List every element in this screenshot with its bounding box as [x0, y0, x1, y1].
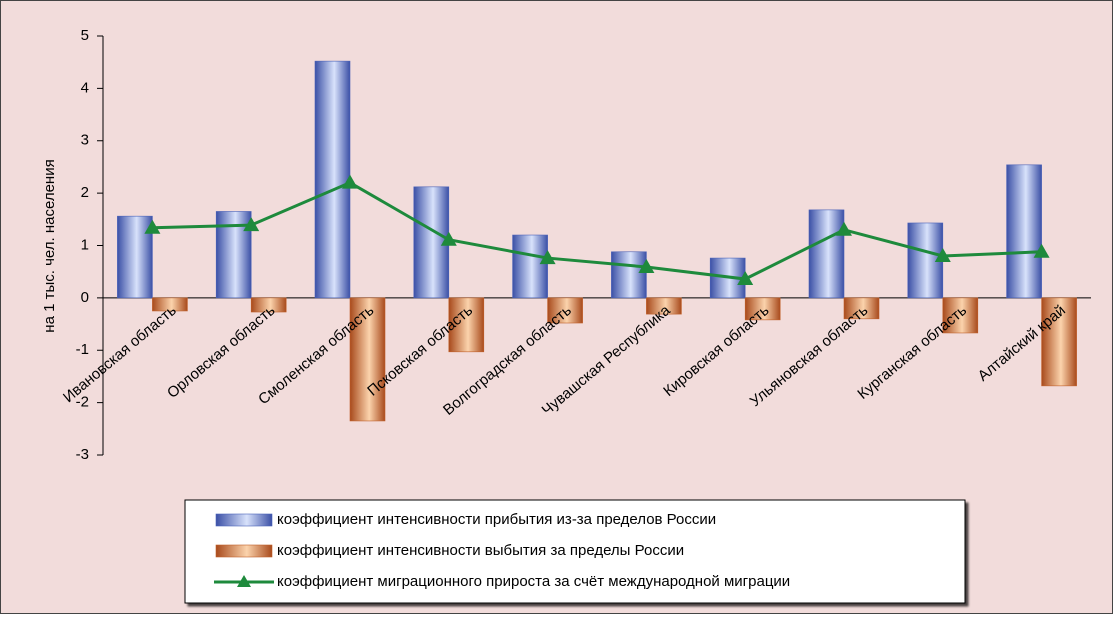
legend-swatch: [215, 513, 273, 527]
y-tick-label: 5: [81, 27, 89, 44]
marker: [440, 231, 457, 246]
bar: [942, 297, 979, 334]
legend-label: коэффициент интенсивности выбытия за пре…: [277, 542, 684, 559]
bar: [611, 251, 647, 299]
marker: [638, 258, 655, 273]
legend-label: коэффициент интенсивности прибытия из-за…: [277, 511, 716, 528]
y-tick-label: 3: [81, 132, 89, 149]
legend-marker: [237, 575, 251, 587]
bar: [744, 297, 781, 321]
bar: [349, 297, 386, 422]
marker: [934, 247, 951, 262]
y-tick-label: -1: [76, 341, 89, 358]
marker: [737, 271, 754, 286]
bar: [646, 297, 682, 315]
bar: [808, 209, 845, 299]
y-tick-label: -2: [76, 394, 89, 411]
bar: [547, 297, 583, 324]
y-tick-label: -3: [76, 446, 89, 463]
legend-box: [184, 499, 966, 604]
bar: [117, 215, 153, 299]
bar: [1041, 297, 1077, 387]
y-tick-label: 1: [81, 236, 89, 253]
bar: [1006, 164, 1042, 299]
y-tick-label: 2: [81, 184, 89, 201]
marker: [539, 250, 556, 265]
y-tick-label: 0: [81, 289, 89, 306]
bar: [512, 234, 548, 299]
bar: [250, 297, 287, 313]
marker: [836, 221, 852, 236]
marker: [243, 217, 260, 232]
marker: [342, 174, 358, 189]
line: [152, 180, 1042, 281]
marker: [1033, 243, 1050, 258]
marker: [144, 219, 161, 234]
bar: [314, 60, 351, 299]
bar: [448, 297, 485, 353]
bar: [152, 297, 188, 312]
legend-swatch: [215, 544, 273, 558]
y-axis-label: на 1 тыс. чел. населения: [41, 159, 58, 332]
legend-label: коэффициент миграционного прироста за сч…: [277, 573, 790, 590]
y-tick-label: 4: [81, 79, 89, 96]
bar: [843, 297, 880, 320]
